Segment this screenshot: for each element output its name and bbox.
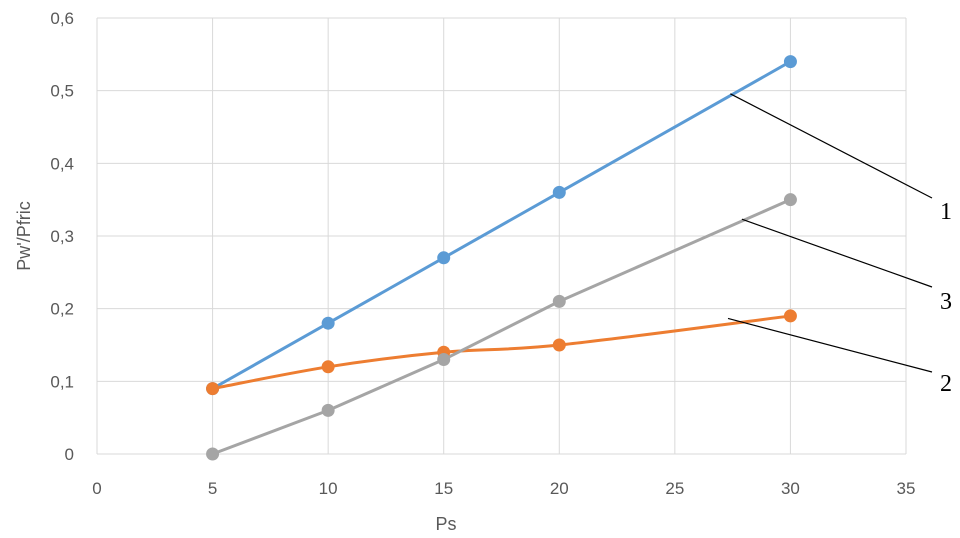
callout-label-1: 1 — [940, 199, 952, 225]
callout-annotations: 1 3 2 — [727, 93, 952, 397]
y-tick-label: 0,1 — [50, 372, 74, 391]
series-markers — [206, 55, 797, 461]
series-3-point — [783, 193, 797, 207]
y-tick-label: 0,2 — [50, 300, 74, 319]
x-axis-ticks: 0 5 10 15 20 25 30 35 — [92, 479, 915, 498]
series-2-point — [783, 309, 797, 323]
x-tick-label: 15 — [434, 479, 453, 498]
y-tick-label: 0,3 — [50, 227, 74, 246]
series-line-1 — [211, 60, 792, 391]
y-tick-label: 0,4 — [50, 154, 74, 173]
series-3-point — [206, 447, 220, 461]
x-tick-label: 35 — [897, 479, 916, 498]
x-tick-label: 30 — [781, 479, 800, 498]
x-tick-label: 20 — [550, 479, 569, 498]
series-2-point — [552, 338, 566, 352]
series-1-point — [437, 251, 451, 265]
callout-leader-1 — [730, 93, 933, 199]
x-tick-label: 10 — [319, 479, 338, 498]
x-tick-label: 5 — [208, 479, 217, 498]
x-tick-label: 25 — [665, 479, 684, 498]
series-3-point — [552, 294, 566, 308]
series-1-point — [321, 316, 335, 330]
x-axis-title: Ps — [435, 514, 456, 534]
series-lines — [211, 60, 792, 456]
callout-label-2: 2 — [940, 371, 952, 397]
series-line-2 — [211, 314, 792, 391]
series-3-point — [321, 403, 335, 417]
series-2-point — [321, 360, 335, 374]
callout-label-3: 3 — [940, 289, 952, 315]
series-1-point — [552, 185, 566, 199]
series-3-point — [437, 353, 451, 367]
y-axis-title: Pw'/Pfric — [14, 201, 34, 270]
callout-leader-3 — [741, 218, 933, 288]
y-tick-label: 0,5 — [50, 82, 74, 101]
x-tick-label: 0 — [92, 479, 101, 498]
series-1-point — [783, 55, 797, 69]
y-tick-label: 0 — [65, 445, 74, 464]
callout-leader-2 — [727, 317, 933, 373]
series-2-point — [206, 382, 220, 396]
y-axis-ticks: 0 0,1 0,2 0,3 0,4 0,5 0,6 — [50, 9, 74, 464]
y-tick-label: 0,6 — [50, 9, 74, 28]
